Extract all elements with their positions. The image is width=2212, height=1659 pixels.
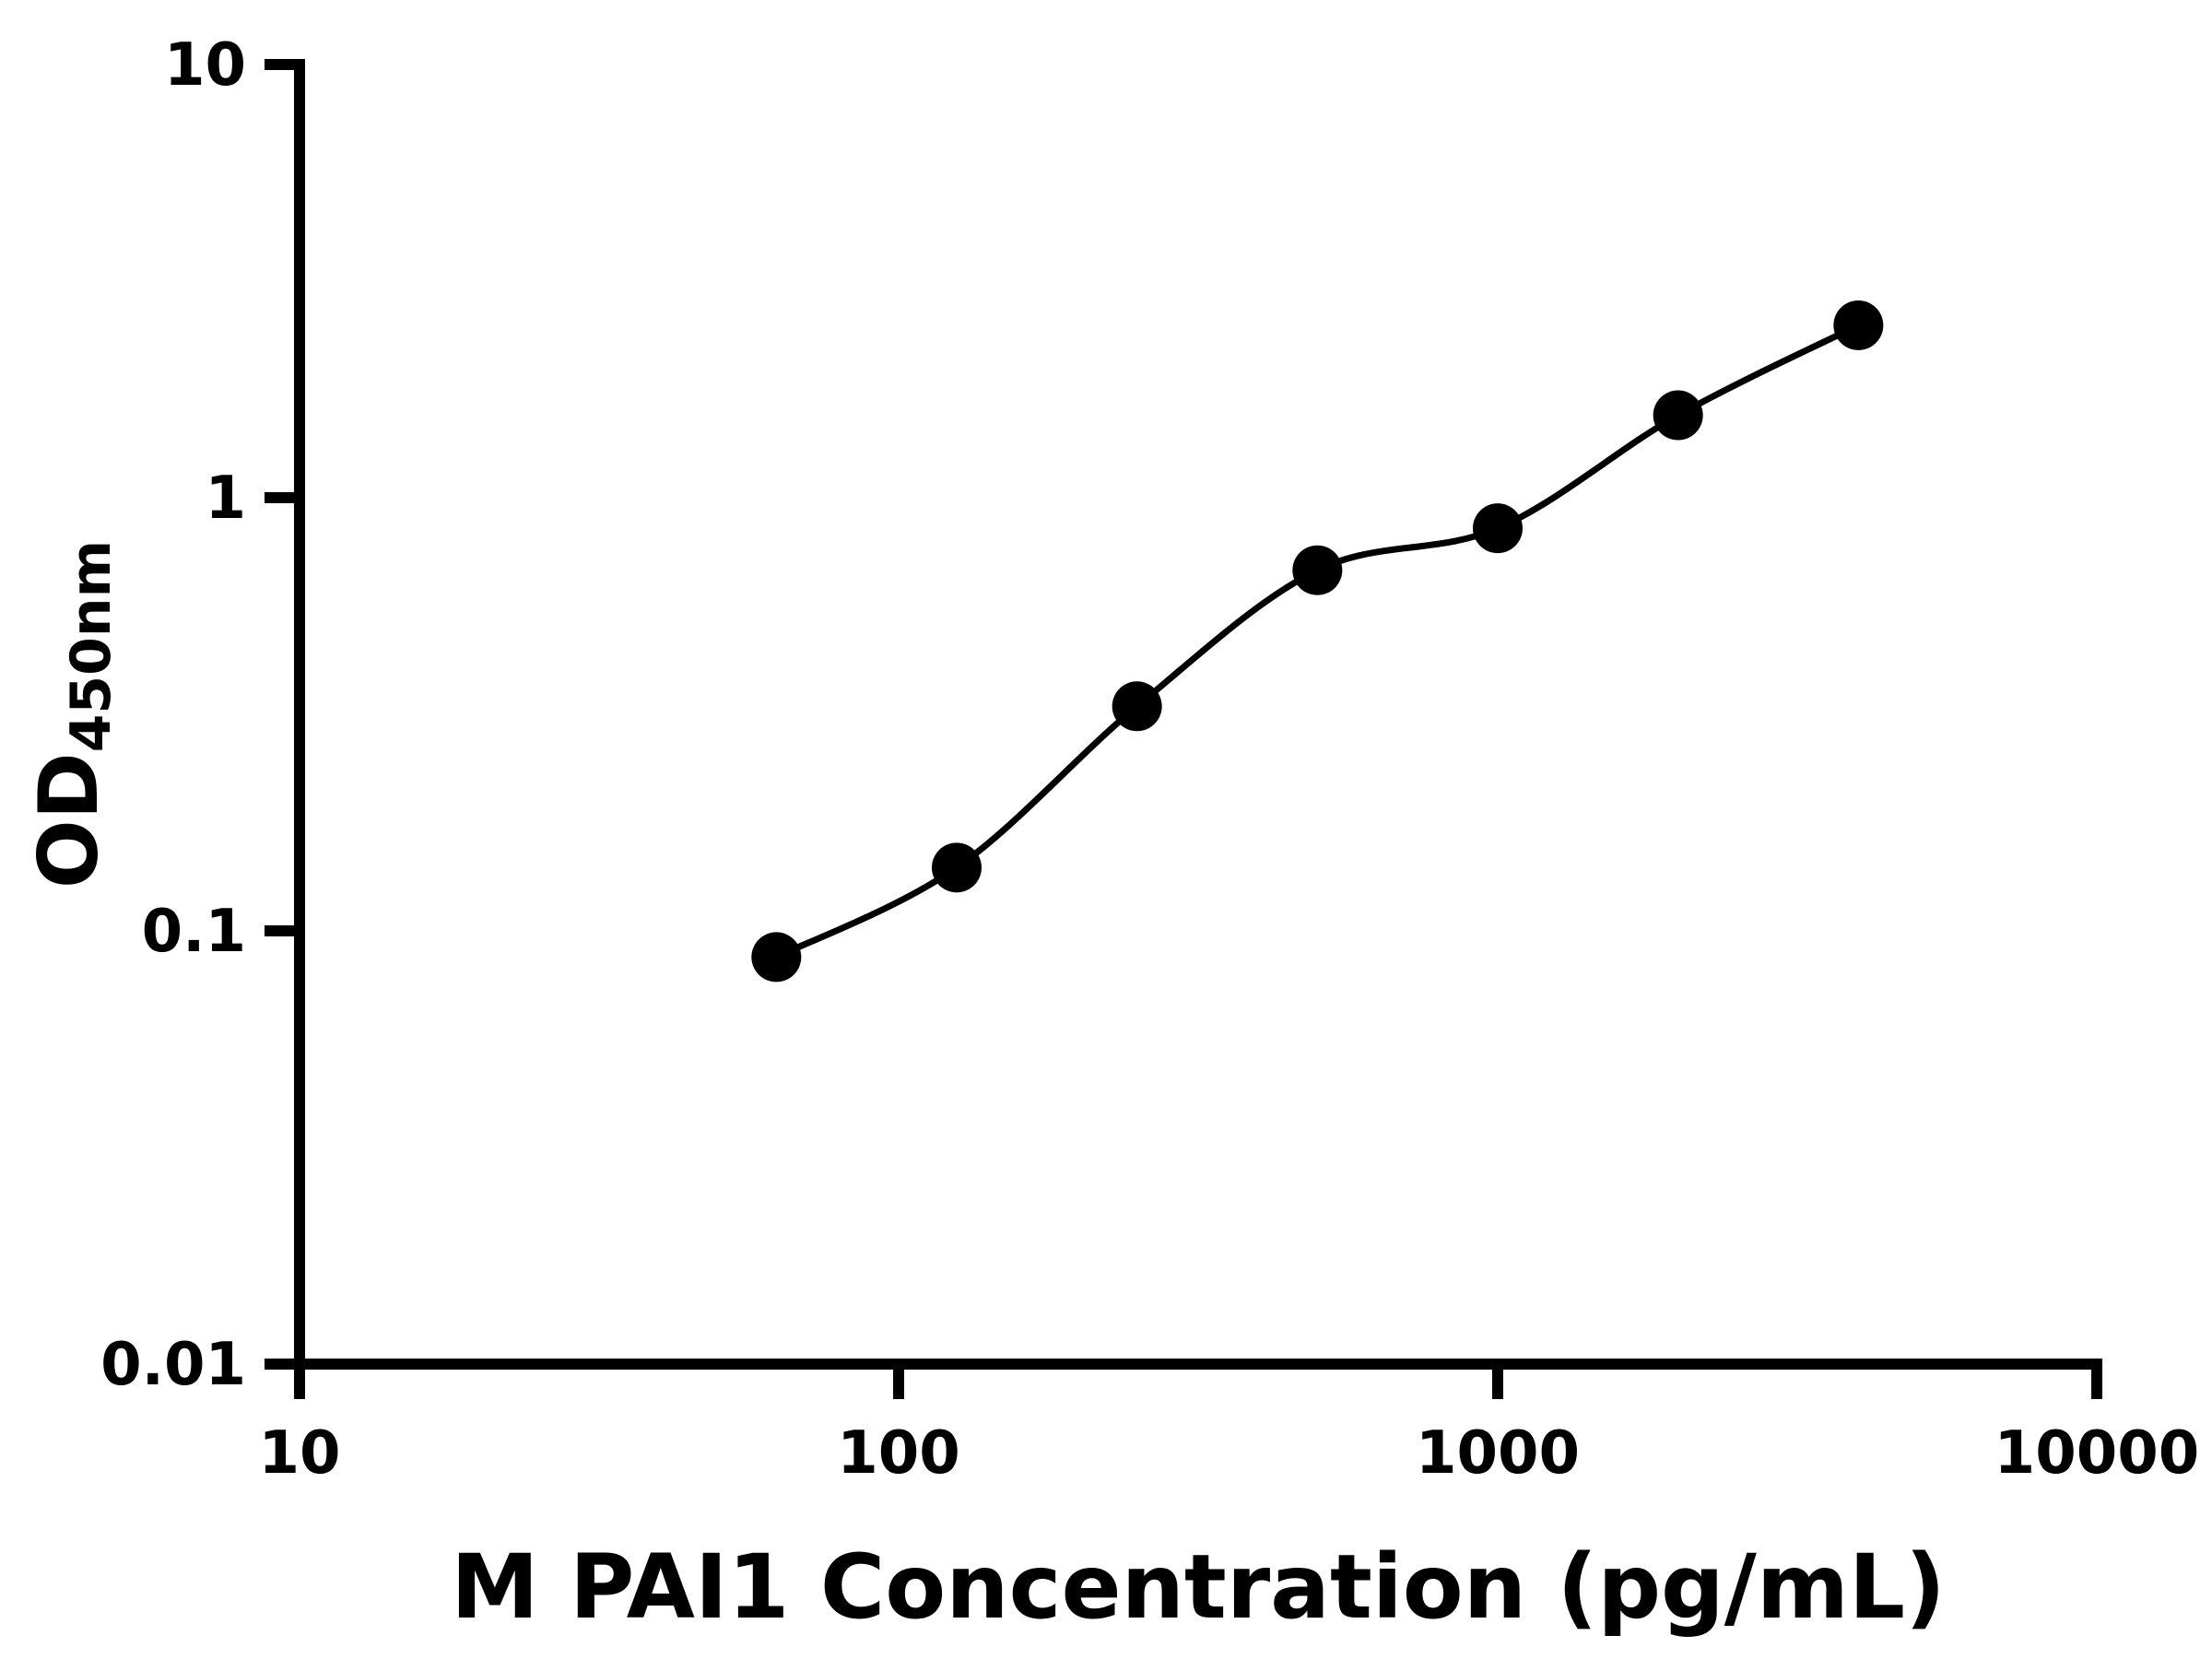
y-axis-tick-label: 1 [205,465,246,533]
data-point [1292,545,1343,595]
x-axis-title: M PAI1 Concentration (pg/mL) [451,1535,1946,1639]
data-point [1833,300,1884,350]
x-axis-tick-label: 10000 [1994,1419,2200,1488]
y-axis-tick-label: 0.01 [100,1331,246,1399]
data-point [931,842,982,893]
data-point [1112,681,1162,732]
y-axis-title: OD450nm [21,540,124,888]
x-axis-tick-label: 1000 [1416,1419,1580,1488]
x-axis-tick-label: 10 [258,1419,340,1488]
y-axis-tick-label: 10 [164,31,246,100]
y-axis-tick-label: 0.1 [142,898,246,966]
data-point [1653,390,1703,441]
data-point [1473,503,1523,554]
x-axis-tick-label: 100 [837,1419,960,1488]
axis-spines [294,59,2102,1370]
data-point [751,932,802,982]
